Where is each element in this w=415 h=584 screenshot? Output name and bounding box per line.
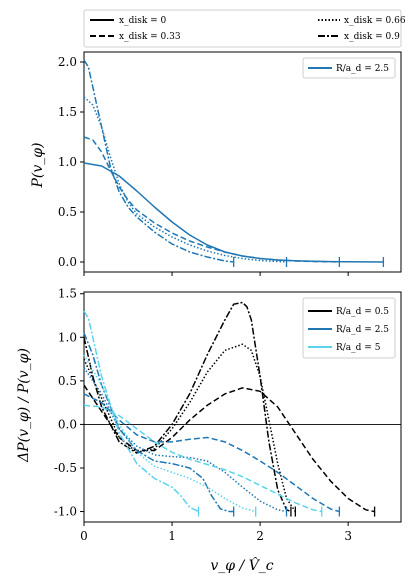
y-tick-label: 1.0 — [58, 330, 77, 344]
top-panel: 0.0 0.5 1.0 1.5 2.0 P(v_φ) R/a_d = 2.5 — [30, 51, 402, 276]
series-line-dashdot — [83, 301, 292, 513]
y-tick-label: 1.5 — [58, 287, 77, 301]
top-panel-legend: R/a_d = 2.5 — [302, 57, 396, 79]
series-line-dotted — [83, 343, 296, 512]
series-line-dashed — [83, 393, 340, 513]
legend-label-xdisk-066: x_disk = 0.66 — [344, 16, 406, 26]
top-legend-label: R/a_d = 2.5 — [336, 64, 389, 74]
top-x-ticks — [83, 272, 349, 276]
bottom-x-ticks: 0 1 2 3 — [80, 522, 352, 543]
y-tick-label: 2.0 — [58, 55, 77, 69]
bottom-legend-label-1: R/a_d = 2.5 — [336, 325, 389, 335]
series-line-solid — [83, 162, 384, 263]
series-line-dotted — [83, 96, 287, 263]
series-line-dotted — [83, 354, 256, 513]
y-tick-label: 0.5 — [58, 374, 77, 388]
top-panel-frame — [83, 51, 402, 273]
series-line-dashed — [83, 404, 322, 513]
series-line-dashed — [83, 136, 340, 263]
x-tick-label: 1 — [168, 529, 176, 543]
y-tick-label: -1.0 — [54, 505, 77, 519]
legend-label-xdisk-09: x_disk = 0.9 — [344, 32, 400, 42]
bottom-panel-legend: R/a_d = 0.5 R/a_d = 2.5 R/a_d = 5 — [302, 297, 396, 359]
y-tick-label: -0.5 — [54, 461, 77, 475]
bottom-panel: -1.0 -0.5 0.0 0.5 1.0 1.5 0 1 2 3 ΔP(v_φ) / P(v_… — [16, 287, 402, 574]
top-y-ticks: 0.0 0.5 1.0 1.5 2.0 — [58, 55, 84, 269]
legend-label-xdisk-033: x_disk = 0.33 — [119, 32, 181, 42]
y-tick-label: 1.5 — [58, 105, 77, 119]
top-series — [83, 59, 385, 267]
series-line-dashdot — [83, 59, 234, 263]
series-line-dashdot — [83, 332, 234, 513]
x-tick-label: 3 — [344, 529, 352, 543]
series-line-dashdot — [83, 310, 199, 513]
bottom-panel-frame — [83, 291, 402, 523]
legend-label-xdisk-0: x_disk = 0 — [119, 16, 167, 26]
bottom-series — [83, 301, 376, 517]
y-tick-label: 1.0 — [58, 155, 77, 169]
x-tick-label: 2 — [256, 529, 264, 543]
x-axis-label: v_φ / V̂_c — [210, 556, 273, 574]
bottom-legend-label-0: R/a_d = 0.5 — [336, 307, 389, 317]
bottom-y-ticks: -1.0 -0.5 0.0 0.5 1.0 1.5 — [54, 287, 84, 519]
series-line-dotted — [83, 367, 287, 513]
y-tick-label: 0.5 — [58, 205, 77, 219]
top-y-axis-label: P(v_φ) — [30, 142, 46, 188]
y-tick-label: 0.0 — [58, 255, 77, 269]
bottom-y-axis-label: ΔP(v_φ) / P(v_φ) — [16, 348, 32, 463]
bottom-legend-label-2: R/a_d = 5 — [336, 343, 381, 353]
y-tick-label: 0.0 — [58, 417, 77, 431]
x-tick-label: 0 — [80, 529, 88, 543]
top-legend: x_disk = 0 x_disk = 0.33 x_disk = 0.66 x… — [83, 9, 406, 48]
